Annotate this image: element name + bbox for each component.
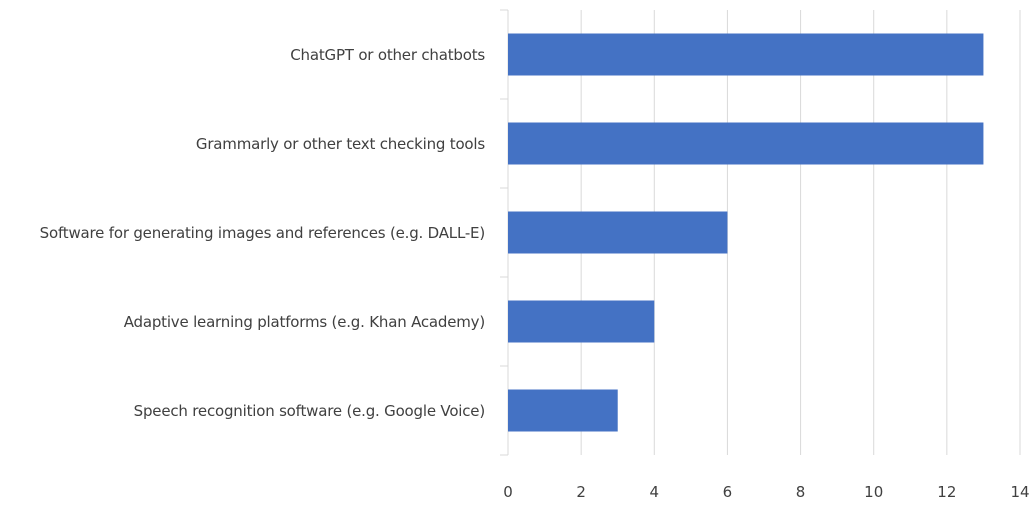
x-tick-label: 4 <box>650 483 660 501</box>
bar <box>508 33 984 76</box>
x-tick-label: 10 <box>864 483 883 501</box>
x-tick-label: 0 <box>503 483 513 501</box>
bar <box>508 300 655 343</box>
y-tick-label: Speech recognition software (e.g. Google… <box>133 401 486 420</box>
x-tick-label: 6 <box>723 483 733 501</box>
bar <box>508 211 728 254</box>
x-tick-label: 8 <box>796 483 806 501</box>
bar <box>508 122 984 165</box>
x-tick-label: 12 <box>937 483 956 501</box>
y-tick-label: Software for generating images and refer… <box>39 223 486 242</box>
bar <box>508 389 618 432</box>
y-tick-label: Grammarly or other text checking tools <box>195 134 485 153</box>
y-tick-label: ChatGPT or other chatbots <box>290 45 485 64</box>
y-tick-label: Adaptive learning platforms (e.g. Khan A… <box>123 312 485 331</box>
x-tick-label: 2 <box>576 483 586 501</box>
x-tick-label: 14 <box>1010 483 1029 501</box>
